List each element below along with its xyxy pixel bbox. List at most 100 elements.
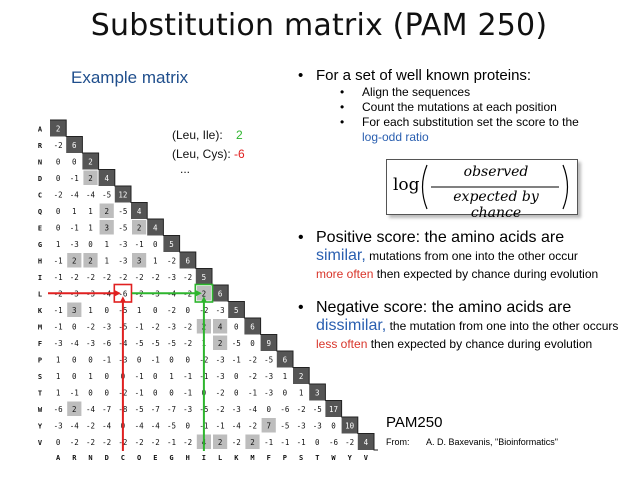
formula-numerator: observed <box>463 164 529 180</box>
matrix-cell: 1 <box>88 223 93 232</box>
source-citation: From: A. D. Baxevanis, "Bioinformatics" <box>386 437 558 447</box>
matrix-cell: 6 <box>250 322 255 331</box>
matrix-cell: -1 <box>70 388 79 397</box>
matrix-cell: -3 <box>86 339 95 348</box>
column-label: I <box>202 454 206 460</box>
matrix-cell: 0 <box>88 240 93 249</box>
legend-leu-ile-label: (Leu, Ile): <box>172 128 223 142</box>
formula-brackets <box>421 164 569 210</box>
matrix-cell: 2 <box>299 372 304 381</box>
matrix-cell: -2 <box>216 388 225 397</box>
row-label: P <box>38 356 42 364</box>
legend-leu-ile-value: 2 <box>236 128 243 142</box>
matrix-cell: 0 <box>104 372 109 381</box>
matrix-cell: -3 <box>313 421 322 430</box>
method-bullets: • For a set of well known proteins: • Al… <box>298 68 628 145</box>
diagonal-cell-shade <box>244 318 261 335</box>
matrix-cell: -1 <box>297 438 306 447</box>
matrix-cell: 1 <box>56 240 61 249</box>
column-label: V <box>364 454 369 460</box>
matrix-cell: -6 <box>280 405 290 414</box>
negative-lead: Negative score: the amino acids are <box>316 299 572 316</box>
similar-cell-shade <box>83 170 98 185</box>
source-reference: A. D. Baxevanis, "Bioinformatics" <box>426 437 558 447</box>
matrix-cell: -3 <box>232 405 241 414</box>
column-label: Q <box>137 454 141 460</box>
matrix-cell: 3 <box>315 388 320 397</box>
matrix-cell: 0 <box>137 355 142 364</box>
matrix-cell: -5 <box>118 223 127 232</box>
matrix-cell: -1 <box>54 306 63 315</box>
row-label: V <box>38 439 43 447</box>
matrix-cell: -2 <box>151 322 160 331</box>
matrix-cell: -2 <box>102 438 111 447</box>
diagonal-cell-shade <box>357 433 374 450</box>
matrix-cell: -2 <box>86 438 95 447</box>
sub-bullet-text-wrap: For each substitution set the score to t… <box>362 115 579 145</box>
positive-score-bullet: • Positive score: the amino acids are si… <box>298 229 626 283</box>
matrix-cell: -1 <box>280 438 289 447</box>
row-label: N <box>38 158 42 166</box>
similar-cell-shade <box>196 286 211 301</box>
matrix-cell: -1 <box>70 174 79 183</box>
matrix-cell: 0 <box>185 355 190 364</box>
column-label: E <box>153 454 157 460</box>
column-label: A <box>56 454 61 460</box>
matrix-cell: -3 <box>167 273 176 282</box>
sub-bullet: • Align the sequences <box>340 85 628 100</box>
legend-leu-ile: (Leu, Ile): 2 <box>172 128 243 142</box>
matrix-cell: 0 <box>72 322 77 331</box>
matrix-cell: -2 <box>70 273 79 282</box>
diagonal-cell-shade <box>82 153 99 170</box>
matrix-cell: 0 <box>266 405 271 414</box>
sub-bullet-text: Count the mutations at each position <box>362 100 557 114</box>
matrix-cell: 1 <box>283 372 288 381</box>
diagonal-cell-shade <box>147 219 164 236</box>
row-label: D <box>38 175 42 183</box>
matrix-cell: -4 <box>232 421 242 430</box>
leu-ile-cell-highlight <box>194 283 214 303</box>
matrix-cell: -1 <box>54 273 63 282</box>
matrix-cell: 1 <box>137 306 142 315</box>
bullet-dot: • <box>298 299 304 316</box>
matrix-cell: -1 <box>264 438 273 447</box>
matrix-cell: -2 <box>345 438 354 447</box>
bullet-dot: • <box>298 67 304 84</box>
positive-rest1: mutations from one into the other occur <box>365 249 578 263</box>
negative-score-bullet: • Negative score: the amino acids are di… <box>298 299 626 353</box>
matrix-cell: -2 <box>135 273 144 282</box>
similar-cell-shade <box>132 220 147 235</box>
diagonal-cell-shade <box>163 235 180 252</box>
matrix-cell: -1 <box>232 355 241 364</box>
matrix-cell: 2 <box>218 438 223 447</box>
example-matrix-heading: Example matrix <box>71 68 189 87</box>
matrix-cell: -2 <box>86 421 95 430</box>
row-label: L <box>38 290 42 298</box>
matrix-cell: -3 <box>297 421 306 430</box>
matrix-cell: 1 <box>299 388 304 397</box>
matrix-cell: -3 <box>54 421 63 430</box>
diagonal-cell-shade <box>309 384 326 401</box>
positive-lead: Positive score: the amino acids are <box>316 229 565 246</box>
matrix-cell: -1 <box>70 223 79 232</box>
row-label: K <box>38 307 43 315</box>
legend-leu-cys: (Leu, Cys): -6 <box>172 147 245 161</box>
sub-bullet: • Count the mutations at each position <box>340 100 628 115</box>
matrix-cell: -3 <box>118 256 127 265</box>
leu-cys-cell-highlight <box>113 283 133 303</box>
pam250-label: PAM250 <box>386 414 443 431</box>
arrow-head-green <box>195 290 202 297</box>
matrix-cell: 2 <box>88 256 93 265</box>
matrix-cell: -6 <box>118 289 128 298</box>
negative-highlight: less often <box>316 337 368 351</box>
matrix-cell: -2 <box>70 438 79 447</box>
matrix-cell: -2 <box>167 306 176 315</box>
matrix-cell: -2 <box>167 256 176 265</box>
matrix-cell: 0 <box>283 388 288 397</box>
matrix-cell: -2 <box>183 322 192 331</box>
matrix-cell: -7 <box>151 405 160 414</box>
matrix-cell: 2 <box>218 339 223 348</box>
matrix-cell: -2 <box>86 273 95 282</box>
matrix-cell: 0 <box>88 355 93 364</box>
row-label: W <box>38 406 43 414</box>
